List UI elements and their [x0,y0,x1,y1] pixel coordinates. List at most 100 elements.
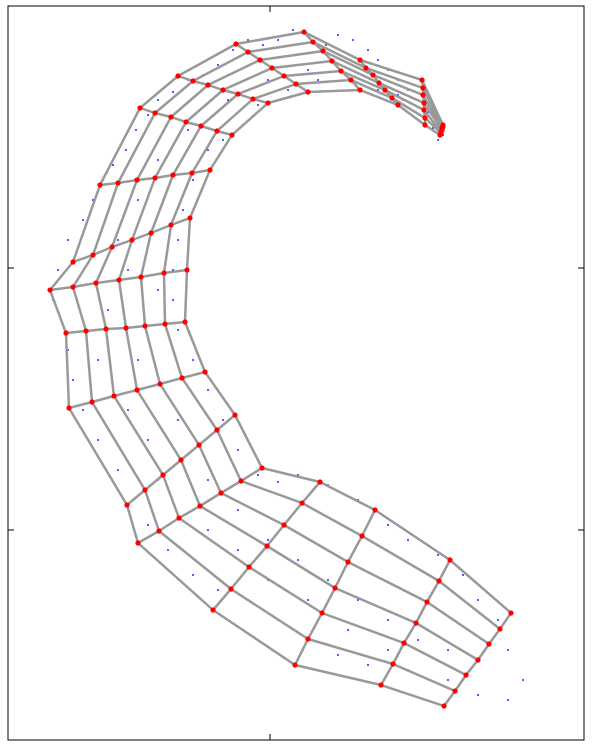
data-point [137,359,139,361]
grid-link [67,400,94,410]
grid-link [229,565,251,591]
data-point [437,139,439,141]
som-node [378,682,384,688]
grid-link [125,503,140,545]
data-point [192,359,194,361]
data-point [177,329,179,331]
grid-link [270,59,334,70]
grid-link [110,178,139,249]
grid-link [179,443,201,462]
som-node [299,500,305,506]
data-point [237,449,239,451]
data-point [387,619,389,621]
grid-link [251,82,298,101]
som-node [293,81,299,87]
grid-link [230,101,270,137]
som-node [345,559,351,565]
som-node [250,96,256,102]
som-node [115,180,121,186]
data-point [497,619,499,621]
grid-link [153,79,195,115]
data-point [307,599,309,601]
som-node [160,472,166,478]
som-node [419,77,425,83]
grid-link [414,600,429,625]
grid-link [402,641,468,677]
grid-link [234,30,306,46]
som-node [486,641,492,647]
som-node [168,114,174,120]
som-node [257,57,263,63]
grid-link [197,428,219,447]
som-node [357,57,363,63]
som-node [422,115,428,121]
som-node [264,543,270,549]
data-point [507,699,509,701]
som-node [152,110,158,116]
grid-link [390,96,427,120]
data-point [137,199,139,201]
data-point [407,539,409,541]
som-node [134,177,140,183]
som-node [214,427,220,433]
som-node [142,487,148,493]
som-node [214,128,220,134]
grid-link [318,480,377,512]
som-node [452,688,458,694]
som-node [168,222,174,228]
som-node [116,277,122,283]
som-node [441,703,447,709]
grid-link [208,133,234,172]
grid-link [437,558,452,583]
grid-link [190,129,219,175]
som-node [245,49,251,55]
grid-link [143,324,162,386]
grid-link [320,611,406,645]
grid-link [48,285,75,292]
grid-link [487,627,502,646]
plot-background [8,6,584,740]
som-node [161,270,167,276]
grid-link [236,74,286,96]
data-point [147,524,149,526]
data-point [262,44,264,46]
som-node [70,284,76,290]
grid-link [136,541,215,612]
grid-link [373,508,452,562]
data-point [57,269,59,271]
grid-link [402,621,418,645]
data-point [177,239,179,241]
data-point [387,649,389,651]
grid-link [247,565,324,615]
grid-link [94,278,121,285]
grid-link [153,173,175,180]
data-point [222,139,224,141]
grid-link [215,413,237,432]
ticks-layer [8,6,584,740]
data-point [207,149,209,151]
data-point [67,239,69,241]
som-node [265,100,271,106]
grid-link [364,66,425,90]
grid-link [171,171,194,177]
som-node [179,375,185,381]
grid-link [139,271,166,279]
data-point [182,209,184,211]
data-point [447,679,449,681]
grid-link [464,658,480,677]
grid-link [149,173,175,235]
data-point [297,474,299,476]
data-point [82,409,84,411]
plot-frame [7,5,585,741]
data-point [112,164,114,166]
data-point [437,554,439,556]
grid-link [153,111,173,119]
grid-link [203,370,237,417]
grid-link [239,466,264,483]
som-node [70,259,76,265]
som-node [157,381,163,387]
som-node [83,328,89,334]
grid-link [320,586,337,615]
grid-link [157,529,233,591]
data-point [317,79,319,81]
